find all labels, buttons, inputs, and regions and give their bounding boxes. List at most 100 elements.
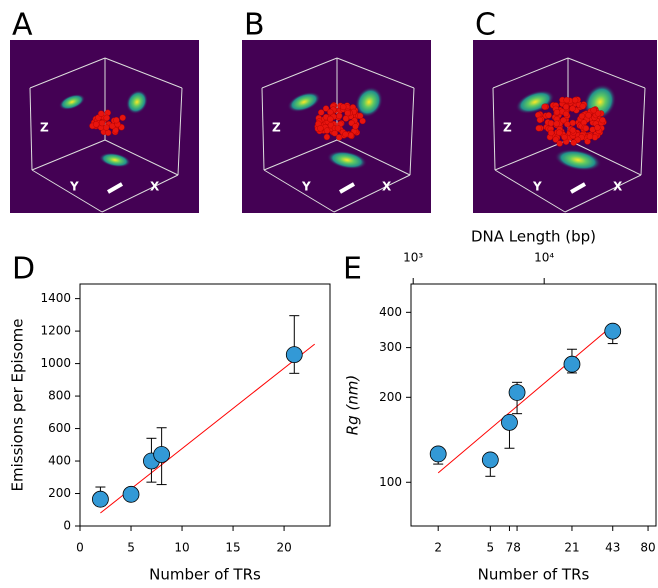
cube-edge [492, 57, 569, 89]
cube-edge [409, 87, 415, 176]
particle [594, 124, 601, 131]
projection-blob [58, 93, 86, 111]
particle [331, 129, 338, 137]
y-tick-label: 1200 [40, 324, 71, 338]
particle [317, 109, 325, 116]
data-point [285, 346, 303, 364]
particle [556, 140, 563, 147]
cube-edge [336, 57, 415, 89]
data-point [563, 355, 581, 373]
axis-letter: X [150, 180, 160, 194]
y-axis-label: Emissions per Episome [9, 318, 27, 491]
cube-edge [261, 57, 338, 89]
particle [92, 121, 100, 128]
cube-edge [177, 87, 183, 176]
particle [579, 103, 586, 110]
particle [103, 114, 110, 122]
particle [342, 115, 350, 122]
data-point [122, 485, 140, 503]
projection-blob [126, 89, 148, 115]
cube-edge [567, 139, 642, 176]
y-tick-label: 200 [48, 486, 71, 500]
particle [571, 96, 579, 104]
scale-bar [107, 182, 123, 194]
axis-letter: Y [532, 180, 542, 194]
x-axis-label: Number of TRs [478, 566, 590, 584]
data-point [481, 451, 499, 469]
cube-edge [263, 169, 335, 213]
axis-letter: Z [40, 121, 49, 135]
particle [553, 120, 560, 127]
particle [535, 125, 542, 132]
particle [569, 105, 576, 112]
data-point [501, 413, 518, 431]
data-point [92, 490, 109, 508]
x2-tick-label: 10³ [403, 251, 423, 265]
data-point [508, 384, 526, 401]
x-tick-label: 5 [127, 541, 135, 555]
cube-edge [494, 139, 569, 171]
particle [327, 108, 334, 116]
x-tick-label: 80 [640, 541, 655, 555]
particle [552, 136, 559, 143]
particle [586, 133, 594, 140]
particle [357, 112, 364, 120]
data-point [153, 446, 171, 463]
axis-letter: X [382, 180, 392, 194]
particle [553, 109, 561, 116]
render: Z Y X [10, 40, 199, 213]
particle [119, 114, 126, 121]
cube-edge [333, 174, 411, 213]
y-tick-label: 1000 [40, 356, 71, 370]
y-tick-label: 1400 [40, 291, 71, 305]
particle [342, 131, 349, 138]
x2-axis-label: DNA Length (bp) [471, 228, 596, 246]
cube-edge [104, 139, 179, 176]
particle [344, 109, 351, 117]
x-tick-label: 20 [276, 541, 291, 555]
particle [323, 133, 331, 141]
axis-letter: X [613, 180, 623, 194]
x-axis-label: Number of TRs [149, 566, 261, 584]
y-tick-label: 0 [63, 519, 71, 533]
render: Z Y X [242, 40, 431, 213]
x-tick-label: 7 [506, 541, 514, 555]
fit-line [437, 322, 616, 474]
data-point [604, 322, 622, 340]
render-background [473, 40, 657, 213]
x-tick-label: 43 [605, 541, 620, 555]
cube-edge [492, 87, 496, 171]
render: Z Y X [473, 40, 657, 213]
cube-edge [101, 174, 179, 213]
projection-blob [99, 152, 131, 168]
particle [578, 112, 586, 120]
cube-edge [29, 87, 33, 171]
fit-line [100, 343, 316, 514]
y-tick-label: 400 [48, 454, 71, 468]
projection-blob [287, 91, 321, 113]
axis-letter: Z [503, 121, 512, 135]
particle [322, 105, 330, 112]
data-point [429, 445, 447, 463]
cube-edge [336, 139, 411, 176]
particle [340, 103, 347, 111]
x-tick-label: 21 [564, 541, 579, 555]
particle [545, 112, 552, 119]
particle [97, 110, 105, 117]
particle [536, 116, 544, 124]
plot-frame [410, 283, 657, 527]
panel-label: A [12, 8, 33, 43]
particle [564, 120, 571, 128]
particle [561, 134, 568, 141]
panel-label: C [475, 8, 496, 43]
cube-edge [263, 139, 338, 171]
particle [582, 125, 590, 132]
x-tick-label: 15 [225, 541, 240, 555]
particle [327, 115, 334, 123]
cube-edge [261, 87, 265, 171]
particle [334, 125, 342, 132]
plot-frame [79, 283, 331, 527]
panel-label: D [12, 252, 35, 287]
